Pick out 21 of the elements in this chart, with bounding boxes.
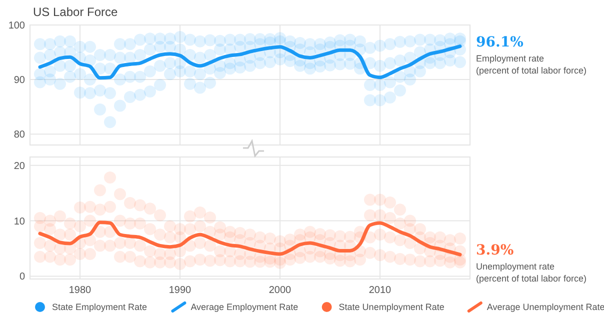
text: (percent of total labor force)	[476, 274, 587, 284]
text: Unemployment rate	[476, 262, 555, 272]
legend-label: State Employment Rate	[52, 302, 148, 312]
y-tick-label: 0	[19, 272, 26, 283]
annotation: 96.1%	[476, 34, 524, 50]
text: Employment rate	[476, 53, 544, 64]
y-tick-label: 10	[14, 216, 26, 228]
x-tick-label: 1980	[68, 285, 92, 296]
annotation: 3.9%	[476, 242, 514, 259]
y-tick-label: 90	[14, 75, 26, 86]
x-tick-label: 2010	[368, 285, 392, 296]
y-tick-label: 100	[8, 20, 26, 32]
y-tick-label: 20	[14, 160, 26, 172]
y-tick-label: 80	[14, 130, 26, 141]
text: (percent of total labor force)	[476, 65, 587, 76]
legend-label: State Unemployment Rate	[338, 302, 444, 312]
legend-label: Average Employment Rate	[190, 302, 298, 312]
legend-label: Average Unemployment Rate	[486, 302, 604, 312]
chart-title: US Labor Force	[33, 5, 118, 19]
x-tick-label: 2000	[268, 285, 292, 296]
x-tick-label: 1990	[168, 285, 192, 296]
